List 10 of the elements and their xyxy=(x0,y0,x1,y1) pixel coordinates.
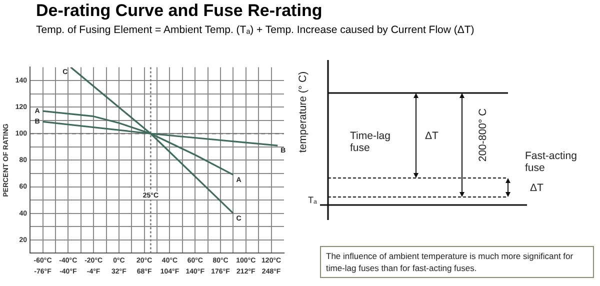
text: ΔT xyxy=(530,182,544,194)
text: ΔT xyxy=(425,130,438,142)
text: 200-800° C xyxy=(477,108,489,162)
text: temperature (° C) xyxy=(297,71,309,153)
chart-title: De-rating Curve and Fuse Re-rating xyxy=(36,1,322,21)
text: Fast-acting fuse xyxy=(525,150,578,174)
text: Time-lag fuse xyxy=(350,130,392,154)
text: Tₐ xyxy=(308,195,317,205)
text: The influence of ambient temperature is much more significant for time-lag fuses than for fast-acting fuses. xyxy=(320,246,594,278)
chart-subtitle: Temp. of Fusing Element = Ambient Temp. (Tₐ) + Temp. Increase caused by Current Flow (ΔT) xyxy=(36,24,474,36)
